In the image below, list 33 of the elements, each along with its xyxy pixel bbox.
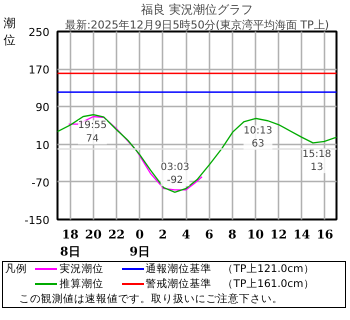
x-tick-label: 18 8日 [60,228,80,258]
y-tick-label: 170 [28,64,50,77]
x-tick-label: 16 [316,228,334,242]
x-tick-label: 4 [182,228,190,242]
x-tick-label: 0 9日 [130,228,150,258]
x-tick-label: 22 [108,228,125,242]
x-tick-label: 12 [270,228,287,242]
x-tick-label: 6 [204,228,214,242]
annotation: 19:55 74 [78,120,107,144]
chart-subtitle: 最新:2025年12月9日5時50分(東京湾平均海面 TP上) [64,18,330,32]
text: この観測値は速報値です。取り扱いにご注意下さい。 [18,292,284,307]
chart-title: 福良 実況潮位グラフ [141,2,253,16]
legend-label: 実況潮位 [58,262,104,277]
y-tick-label: -150 [24,214,50,227]
y-tick-label: 90 [36,101,50,114]
y-tick-label: 10 [36,138,50,152]
annotation: 15:18 13 [302,148,332,174]
x-tick-label: 20 [85,228,102,242]
x-tick-label: 10 [247,228,264,242]
legend-label: 警戒潮位基準 （TP上161.0cm） [144,277,316,292]
annotation: 03:03 -92 [160,162,190,186]
x-tick-label: 2 [158,228,168,242]
legend-label: 通報潮位基準 （TP上121.0cm） [144,262,316,277]
legend-label: 推算潮位 [58,277,104,292]
line-series [58,114,336,193]
y-axis-title: 潮位 [4,16,16,47]
line-series [68,116,203,191]
x-tick-label: 8 [228,228,236,242]
legend-title: 凡例 [4,262,28,277]
annotation: 10:13 63 [244,125,272,150]
y-tick-label: -70 [32,176,50,190]
y-tick-label: 250 [28,26,50,39]
x-tick-label: 14 [293,228,310,242]
